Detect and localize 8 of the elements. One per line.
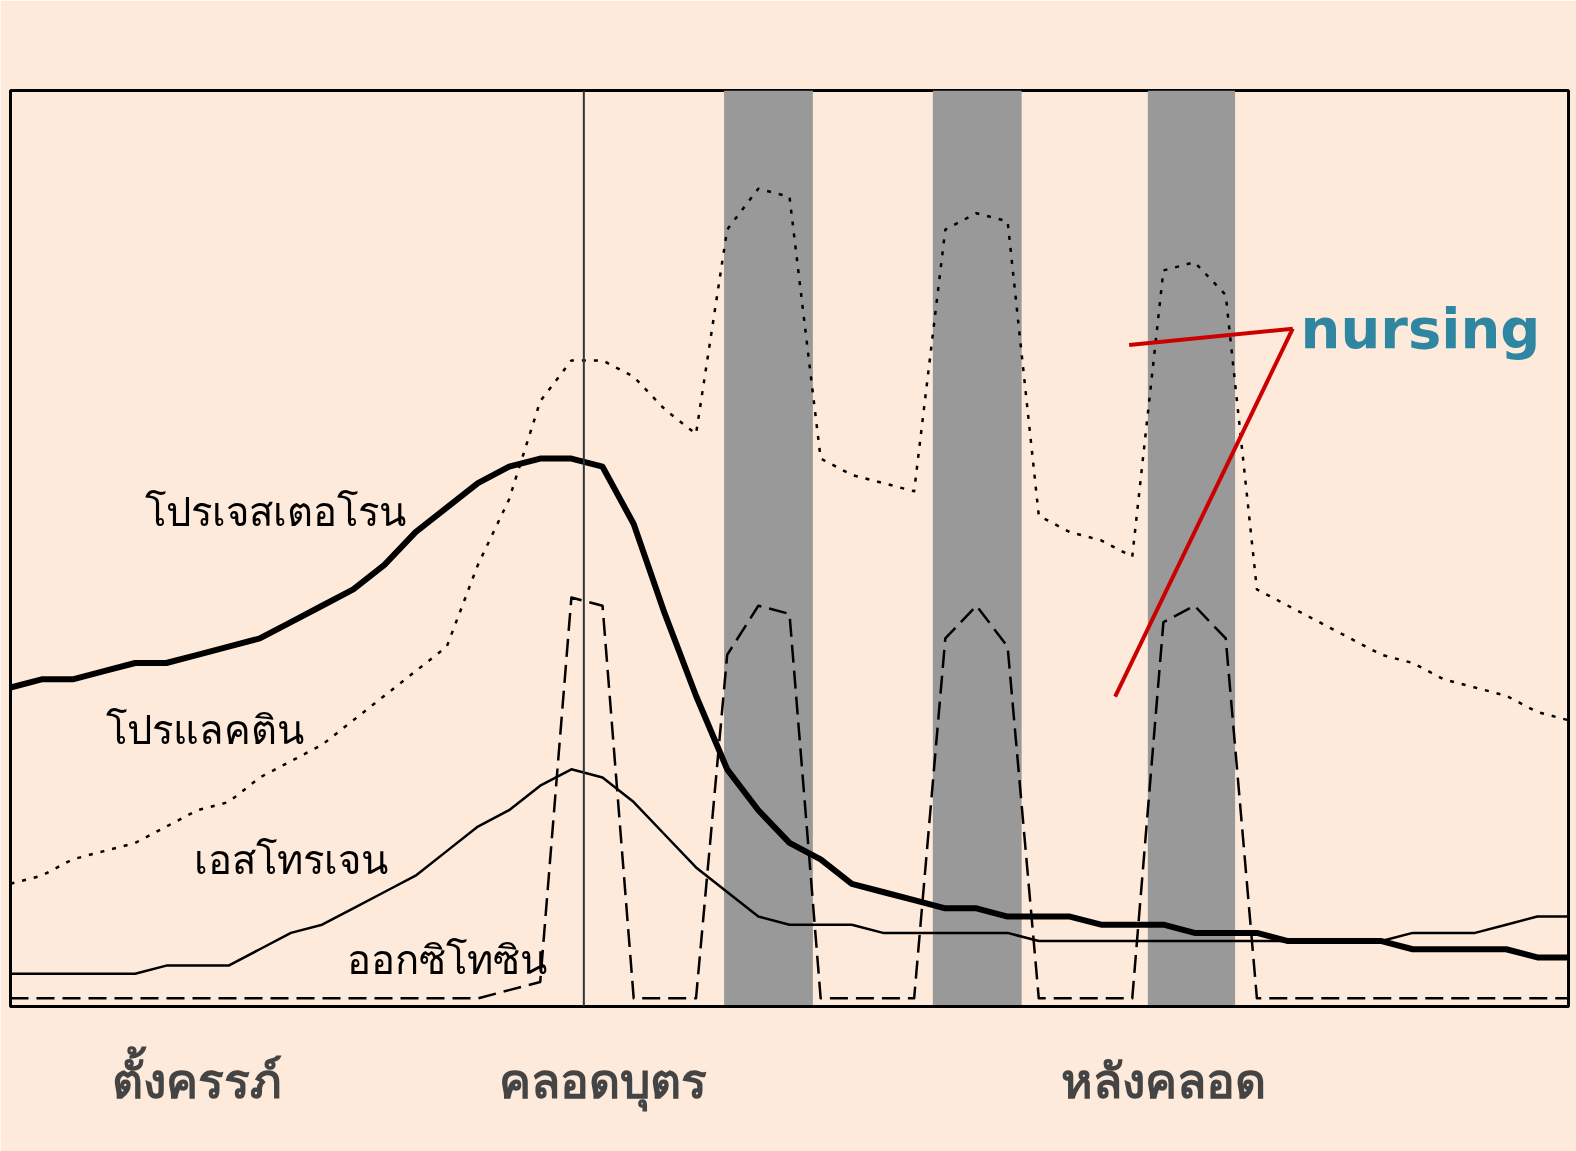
series-label: ออกซิโทซิน <box>346 937 547 984</box>
x-tick-label: หลังคลอด <box>1060 1052 1266 1109</box>
annotation: nursing <box>1300 296 1541 362</box>
series-label: โปรแลคติน <box>106 707 305 754</box>
x-tick-label: ตั้งครรภ์ <box>112 1045 283 1109</box>
x-tick-label: คลอดบุตร <box>498 1052 707 1112</box>
series-label: เอสโทรเจน <box>193 836 388 883</box>
series-label: โปรเจสเตอโรน <box>144 489 406 536</box>
